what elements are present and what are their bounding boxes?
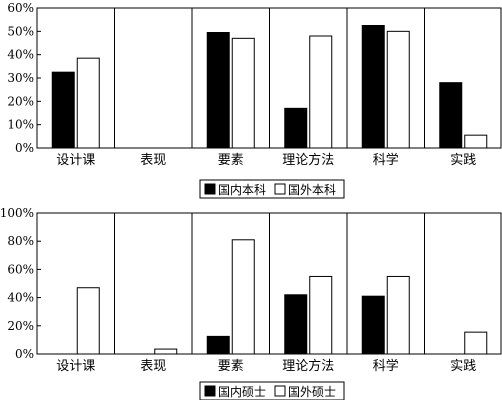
x-category-label: 实践	[450, 153, 476, 168]
x-category-label: 科学	[373, 358, 399, 374]
x-category-label: 科学	[373, 152, 399, 168]
chart-1: 0%10%20%30%40%50%60%设计课 表现 要素 理论方法 科学 实践国内本科国…	[7, 1, 502, 199]
bar-white	[309, 275, 333, 355]
x-category-label: 设计课	[56, 359, 95, 374]
bar-black	[284, 107, 308, 149]
bar-black	[284, 294, 308, 355]
bar-white	[154, 348, 178, 355]
legend-swatch	[274, 385, 286, 397]
x-category-label: 要素	[218, 153, 244, 168]
y-tick-label: 30%	[7, 71, 34, 85]
bar-white	[76, 57, 100, 149]
bar-black	[206, 32, 230, 149]
legend-label: 国外本科	[288, 183, 336, 197]
bar-white	[386, 275, 410, 355]
bar-white	[231, 239, 255, 355]
legend-label: 国内硕士	[218, 385, 266, 399]
y-tick-label: 60%	[7, 1, 34, 15]
legend-box	[199, 381, 345, 400]
legend: 国内本科 国外本科	[199, 179, 345, 199]
x-category-label: 表现	[140, 153, 166, 168]
y-tick-label: 40%	[7, 291, 34, 305]
y-tick-label: 100%	[0, 206, 34, 220]
y-tick-label: 50%	[7, 24, 34, 38]
y-tick-label: 20%	[7, 94, 34, 108]
bar-white	[464, 134, 488, 149]
x-category-label: 设计课	[56, 153, 95, 168]
legend: 国内硕士 国外硕士	[199, 381, 345, 400]
legend-swatch	[274, 183, 286, 195]
bar-black	[361, 25, 385, 149]
x-category-label: 理论方法	[282, 358, 334, 374]
bar-white	[464, 331, 488, 355]
bar-black	[361, 295, 385, 355]
y-tick-label: 80%	[7, 234, 34, 248]
y-tick-label: 0%	[15, 347, 34, 361]
legend-label: 国外硕士	[288, 385, 336, 399]
y-tick-label: 40%	[7, 48, 34, 62]
bar-black	[51, 71, 75, 149]
y-tick-label: 10%	[7, 118, 34, 132]
bar-black	[439, 82, 463, 149]
y-tick-label: 20%	[7, 319, 34, 333]
bar-black	[206, 335, 230, 355]
y-tick-label: 0%	[15, 141, 34, 155]
x-category-label: 要素	[218, 359, 244, 374]
x-category-label: 表现	[140, 359, 166, 374]
y-tick-label: 60%	[7, 262, 34, 276]
legend-box	[199, 179, 345, 199]
x-category-label: 理论方法	[282, 152, 334, 168]
bar-white	[386, 30, 410, 149]
legend-swatch	[204, 385, 216, 397]
x-category-label: 实践	[450, 359, 476, 374]
bar-white	[231, 37, 255, 149]
legend-label: 国内本科	[218, 183, 266, 197]
legend-swatch	[204, 183, 216, 195]
bar-white	[309, 35, 333, 149]
bar-white	[76, 287, 100, 355]
